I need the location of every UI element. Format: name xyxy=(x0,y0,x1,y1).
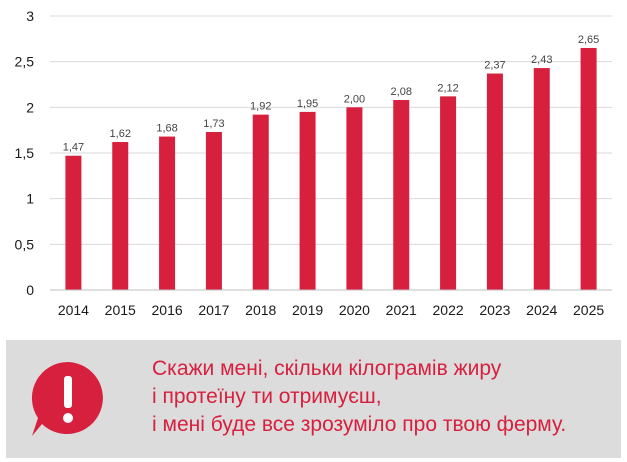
y-tick-label: 3 xyxy=(26,8,34,24)
bar-value-label: 2,08 xyxy=(391,86,412,98)
y-tick-label: 2 xyxy=(26,99,34,115)
bar-value-label: 2,65 xyxy=(578,34,599,46)
bar-chart: 0 0,5 1 1,5 2 2,5 3 1,47 2014 1,62 2015 1,68 2016 1,7… xyxy=(15,8,612,318)
bar xyxy=(205,131,222,290)
bar-value-label: 2,43 xyxy=(531,54,552,66)
y-tick-label: 0,5 xyxy=(15,236,35,252)
x-tick-label: 2014 xyxy=(58,302,89,318)
bar xyxy=(112,142,129,290)
x-tick-label: 2024 xyxy=(526,302,557,318)
x-tick-label: 2022 xyxy=(433,302,464,318)
bar xyxy=(252,114,269,290)
bar xyxy=(159,136,176,290)
callout-line: і мені буде все зрозуміло про твою ферму… xyxy=(152,413,567,436)
bar-value-label: 1,47 xyxy=(63,142,84,154)
bar xyxy=(486,73,503,290)
x-tick-label: 2016 xyxy=(152,302,183,318)
x-tick-label: 2017 xyxy=(198,302,229,318)
x-tick-label: 2019 xyxy=(292,302,323,318)
bar xyxy=(393,100,410,290)
x-tick-label: 2021 xyxy=(386,302,417,318)
bar-value-label: 2,12 xyxy=(437,82,458,94)
x-tick-label: 2018 xyxy=(245,302,276,318)
bar xyxy=(65,155,82,290)
x-tick-label: 2023 xyxy=(479,302,510,318)
callout-line: і протеїну ти отримуєш, xyxy=(152,385,382,408)
bar-value-label: 1,73 xyxy=(203,118,224,130)
x-tick-label: 2015 xyxy=(105,302,136,318)
bar xyxy=(580,47,597,290)
bar xyxy=(346,107,363,290)
exclamation-speech-bubble-icon xyxy=(31,361,103,436)
y-tick-label: 0 xyxy=(26,282,34,298)
callout-line: Скажи мені, скільки кілограмів жиру xyxy=(152,357,502,380)
bar xyxy=(440,96,457,290)
bar-value-label: 2,00 xyxy=(344,93,365,105)
bar xyxy=(533,68,550,290)
bar xyxy=(299,111,316,291)
x-tick-label: 2020 xyxy=(339,302,370,318)
bar-value-label: 1,92 xyxy=(250,101,271,113)
chart-svg: 0 0,5 1 1,5 2 2,5 3 1,47 2014 1,62 2015 1,68 2016 1,7… xyxy=(15,8,612,318)
bar-value-label: 1,68 xyxy=(156,123,177,135)
bar-value-label: 1,95 xyxy=(297,98,318,110)
callout-box: Скажи мені, скільки кілограмів жиру і пр… xyxy=(6,340,621,458)
x-tick-label: 2025 xyxy=(573,302,604,318)
y-tick-label: 1,5 xyxy=(15,145,35,161)
callout-text: Скажи мені, скільки кілограмів жиру і пр… xyxy=(152,355,612,439)
y-tick-label: 1 xyxy=(26,191,34,207)
bar-value-label: 1,62 xyxy=(110,128,131,140)
y-tick-label: 2,5 xyxy=(15,54,35,70)
bar-value-label: 2,37 xyxy=(484,60,505,72)
